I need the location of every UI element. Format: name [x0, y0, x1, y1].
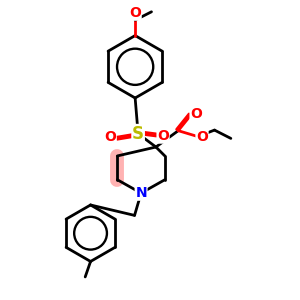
Text: O: O [196, 130, 208, 144]
Text: N: N [135, 186, 147, 200]
Text: O: O [129, 6, 141, 20]
Text: O: O [190, 107, 202, 121]
Text: O: O [157, 129, 169, 143]
Text: O: O [104, 130, 116, 144]
Text: S: S [132, 125, 144, 143]
